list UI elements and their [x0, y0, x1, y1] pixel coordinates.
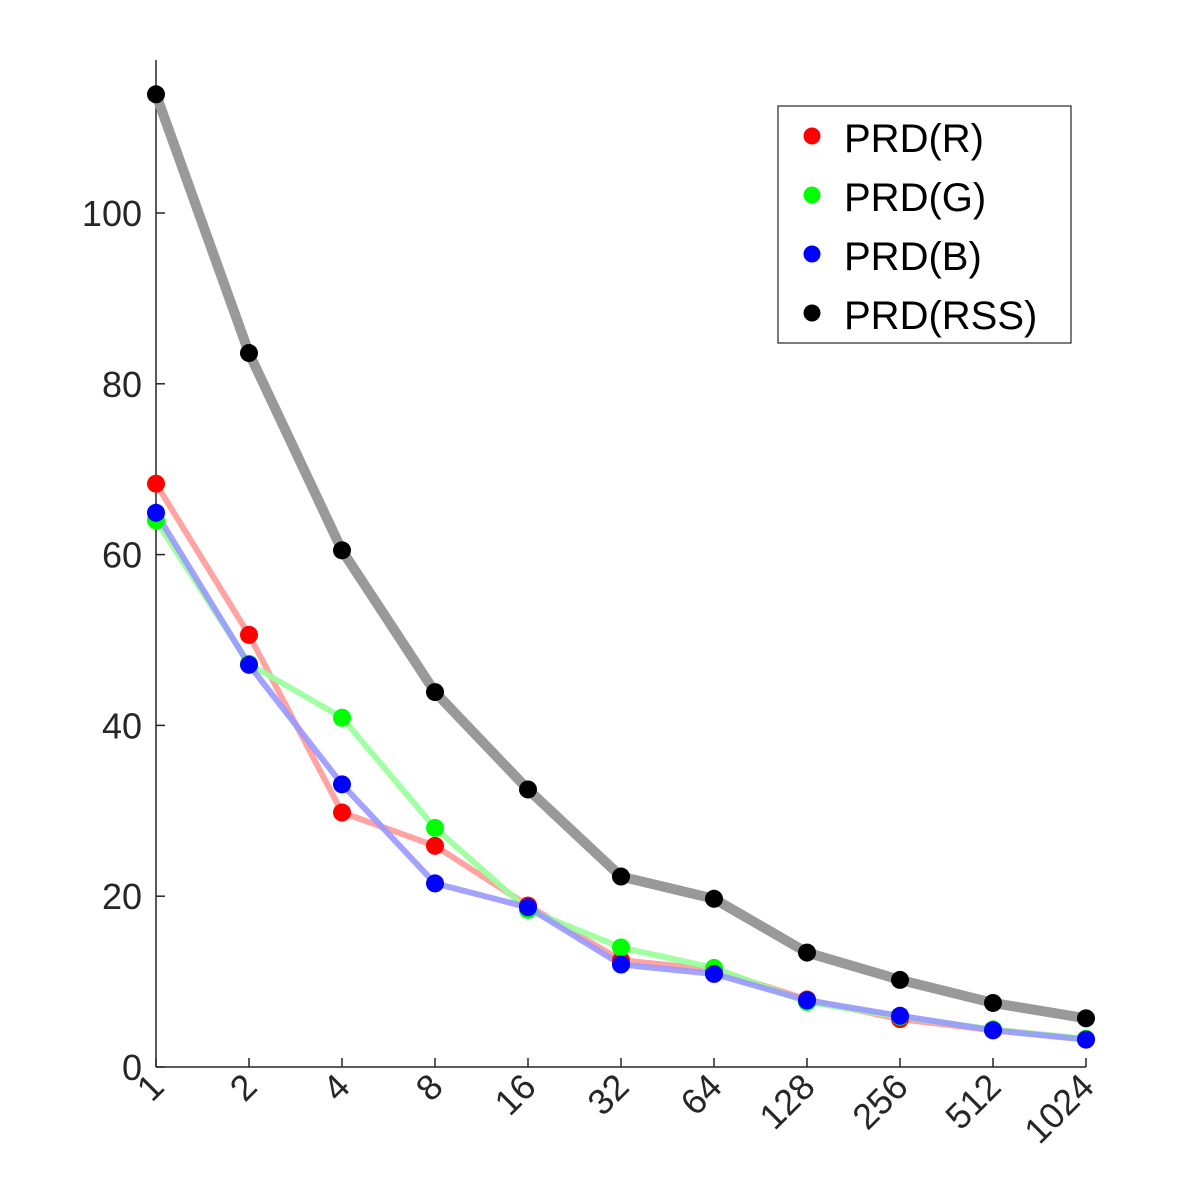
data-point-prd-rss [984, 993, 1002, 1012]
legend-marker-prd-r [803, 127, 821, 145]
y-tick-label: 100 [82, 193, 142, 234]
data-point-prd-g [426, 818, 444, 837]
data-point-prd-b [519, 898, 537, 917]
legend-label-prd-g: PRD(G) [844, 176, 986, 220]
x-tick-label: 1 [129, 1066, 172, 1109]
data-point-prd-b [891, 1006, 909, 1025]
data-point-prd-rss [612, 867, 630, 886]
x-tick-label: 64 [672, 1066, 729, 1123]
data-point-prd-rss [705, 889, 723, 908]
x-tick-label: 1024 [1016, 1066, 1102, 1152]
data-point-prd-b [984, 1021, 1002, 1040]
x-tick-label: 128 [751, 1066, 822, 1137]
series-points [147, 85, 1095, 1049]
y-tick-label: 40 [102, 705, 142, 746]
y-tick-label: 20 [102, 876, 142, 917]
legend: PRD(R) PRD(G) PRD(B) PRD(RSS) [777, 105, 1072, 344]
data-point-prd-g [333, 708, 351, 727]
x-tick-label: 512 [937, 1066, 1008, 1137]
x-tick-label: 256 [844, 1066, 915, 1137]
y-tick-label: 60 [102, 535, 142, 576]
y-tick-label: 80 [102, 364, 142, 405]
legend-label-prd-r: PRD(R) [844, 117, 984, 161]
data-point-prd-b [333, 775, 351, 794]
data-point-prd-b [1077, 1030, 1095, 1049]
legend-label-prd-b: PRD(B) [844, 235, 982, 279]
data-point-prd-rss [891, 970, 909, 989]
x-tick-label: 4 [315, 1066, 358, 1109]
x-tick-label: 16 [486, 1066, 543, 1123]
legend-marker-prd-g [803, 186, 821, 204]
legend-label-prd-rss: PRD(RSS) [844, 294, 1037, 338]
data-point-prd-rss [1077, 1009, 1095, 1028]
data-point-prd-r [426, 836, 444, 855]
x-tick-label: 32 [579, 1066, 636, 1123]
data-point-prd-b [612, 955, 630, 974]
data-point-prd-b [426, 874, 444, 893]
data-point-prd-b [705, 964, 723, 983]
data-point-prd-g [612, 938, 630, 957]
data-point-prd-b [798, 991, 816, 1010]
data-point-prd-rss [333, 541, 351, 560]
data-point-prd-b [240, 655, 258, 674]
legend-marker-prd-rss [803, 304, 821, 322]
x-tick-label: 2 [222, 1066, 265, 1109]
data-point-prd-r [240, 625, 258, 644]
data-point-prd-rss [240, 344, 258, 363]
data-point-prd-rss [519, 780, 537, 799]
x-ticks: 1 2 4 8 16 32 64 128 256 512 1024 [129, 1058, 1102, 1151]
legend-box [777, 105, 1072, 344]
data-point-prd-rss [426, 683, 444, 702]
data-point-prd-r [147, 474, 165, 493]
data-point-prd-b [147, 503, 165, 522]
y-ticks: 0 20 40 60 80 100 [82, 193, 165, 1088]
data-point-prd-rss [798, 943, 816, 962]
data-point-prd-rss [147, 85, 165, 104]
y-tick-label: 0 [122, 1047, 142, 1088]
data-point-prd-r [333, 803, 351, 822]
legend-marker-prd-b [803, 245, 821, 263]
x-tick-label: 8 [408, 1066, 451, 1109]
